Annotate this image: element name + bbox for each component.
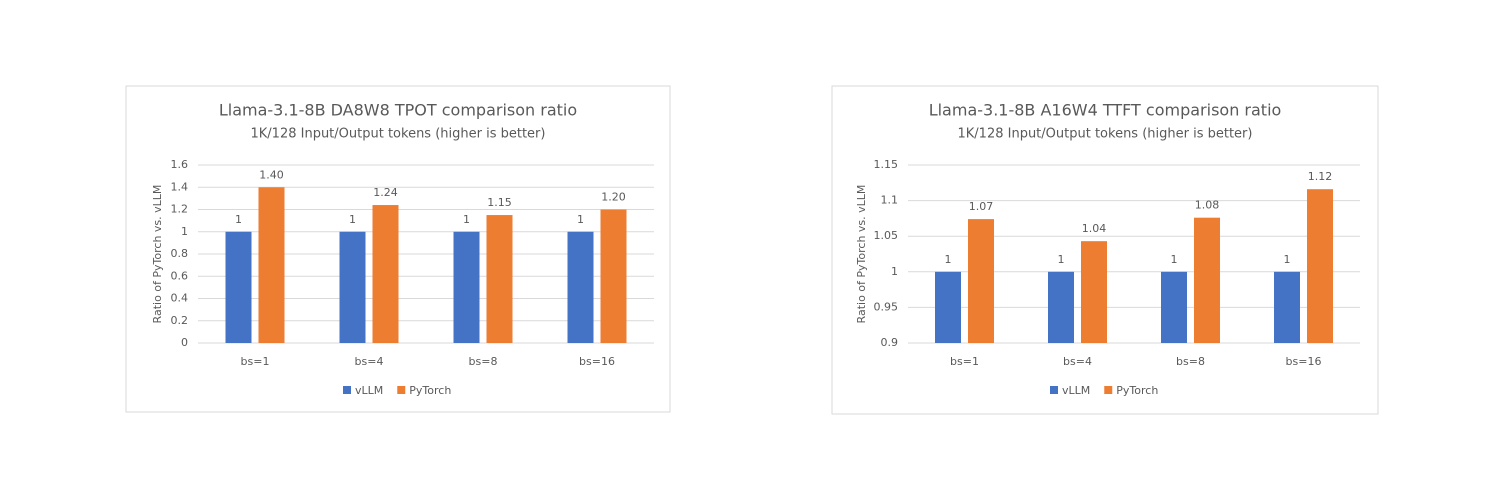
chart-subtitle: 1K/128 Input/Output tokens (higher is be… (958, 127, 1253, 142)
y-tick-label: 1.6 (171, 158, 189, 171)
data-label: 1.04 (1082, 222, 1107, 235)
bar (372, 205, 399, 343)
x-tick-label: bs=8 (469, 355, 498, 368)
y-tick-label: 1.15 (874, 158, 899, 171)
x-tick-label: bs=8 (1176, 355, 1205, 368)
bar (339, 231, 366, 343)
data-label: 1 (349, 213, 356, 226)
data-label: 1.08 (1195, 199, 1220, 212)
legend-label: vLLM (355, 384, 383, 397)
bar (1307, 189, 1333, 343)
y-tick-label: 0.6 (171, 269, 189, 282)
x-tick-label: bs=16 (1286, 355, 1322, 368)
y-tick-label: 0.8 (171, 247, 189, 260)
chart-title: Llama-3.1-8B DA8W8 TPOT comparison ratio (219, 101, 577, 120)
data-label: 1.24 (373, 186, 398, 199)
data-label: 1 (1171, 253, 1178, 266)
legend-swatch (343, 386, 351, 394)
data-label: 1.07 (969, 200, 994, 213)
y-tick-label: 1.2 (171, 203, 189, 216)
x-tick-label: bs=1 (950, 355, 979, 368)
data-label: 1.20 (601, 191, 626, 204)
legend-swatch (1050, 386, 1058, 394)
bar (486, 215, 513, 343)
legend-label: PyTorch (1116, 384, 1158, 397)
bar (935, 271, 961, 343)
data-label: 1.15 (487, 196, 512, 209)
data-label: 1 (463, 213, 470, 226)
data-label: 1 (577, 213, 584, 226)
data-label: 1 (1058, 253, 1065, 266)
y-tick-label: 0 (181, 336, 188, 349)
data-label: 1.40 (259, 168, 284, 181)
legend-swatch (397, 386, 406, 394)
y-tick-label: 0.2 (171, 314, 189, 327)
x-tick-label: bs=16 (579, 355, 615, 368)
bar (567, 231, 594, 343)
y-tick-label: 1.1 (881, 194, 899, 207)
y-tick-label: 1 (891, 265, 898, 278)
bar (600, 209, 627, 343)
bar (1161, 271, 1187, 343)
y-axis-label: Ratio of PyTorch vs. vLLM (855, 185, 868, 324)
bar (258, 187, 285, 343)
y-tick-label: 1 (181, 225, 188, 238)
x-tick-label: bs=4 (355, 355, 384, 368)
y-tick-label: 1.4 (171, 180, 189, 193)
x-tick-label: bs=1 (241, 355, 270, 368)
y-tick-label: 1.05 (874, 229, 899, 242)
chart-subtitle: 1K/128 Input/Output tokens (higher is be… (251, 127, 546, 142)
x-tick-label: bs=4 (1063, 355, 1092, 368)
bar (225, 231, 252, 343)
bar (968, 219, 994, 343)
data-label: 1 (1284, 253, 1291, 266)
data-label: 1.12 (1308, 170, 1333, 183)
legend-label: PyTorch (409, 384, 451, 397)
y-tick-label: 0.4 (171, 292, 189, 305)
bar (1048, 271, 1074, 343)
legend-swatch (1104, 386, 1113, 394)
bar (1194, 217, 1220, 343)
data-label: 1 (235, 213, 242, 226)
bar (1081, 241, 1107, 343)
y-axis-label: Ratio of PyTorch vs. vLLM (151, 185, 164, 324)
bar (1274, 271, 1300, 343)
legend-label: vLLM (1062, 384, 1090, 397)
bar (453, 231, 480, 343)
chart-title: Llama-3.1-8B A16W4 TTFT comparison ratio (929, 101, 1282, 120)
y-tick-label: 0.95 (874, 300, 899, 313)
data-label: 1 (945, 253, 952, 266)
y-tick-label: 0.9 (881, 336, 899, 349)
